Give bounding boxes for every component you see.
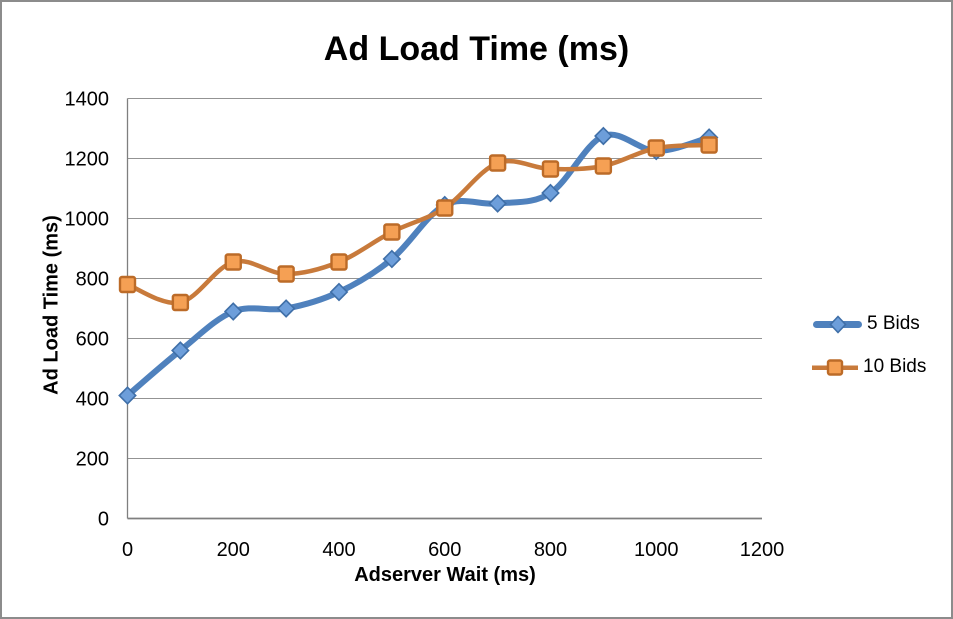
data-point-diamond	[382, 249, 402, 269]
data-point-square	[700, 136, 718, 154]
x-tick-label: 1200	[740, 539, 785, 561]
legend-label-10-bids: 10 Bids	[863, 355, 927, 377]
y-tick-label: 400	[76, 389, 109, 411]
data-point-diamond	[223, 302, 243, 321]
data-point-square	[118, 275, 137, 294]
data-point-diamond	[171, 341, 190, 360]
data-point-diamond	[118, 386, 137, 405]
legend-swatch-10-bids	[812, 358, 858, 376]
legend-item-10-bids: 10 Bids	[812, 353, 926, 380]
x-tick-label: 600	[428, 539, 461, 561]
series-line-5-bids	[124, 131, 713, 399]
data-point-diamond	[276, 299, 296, 318]
data-point-diamond	[541, 183, 560, 203]
series-line-10-bids	[125, 142, 712, 306]
data-point-square	[277, 265, 295, 283]
y-tick-label: 600	[76, 329, 109, 351]
x-tick-label: 0	[122, 539, 133, 561]
data-point-square	[383, 223, 401, 241]
legend-swatch-5-bids	[813, 314, 862, 334]
x-tick-label: 400	[322, 539, 355, 561]
legend: 5 Bids 10 Bids	[812, 310, 926, 396]
data-point-square	[330, 253, 348, 271]
data-point-diamond	[329, 282, 349, 302]
data-point-square	[647, 139, 665, 157]
x-tick-label: 200	[217, 539, 250, 561]
data-point-square	[436, 199, 454, 217]
y-axis-title: Ad Load Time (ms)	[40, 215, 63, 395]
data-point-diamond	[594, 126, 613, 146]
x-tick-label: 1000	[634, 539, 679, 561]
data-point-square	[224, 253, 242, 271]
y-tick-label: 1200	[65, 149, 110, 171]
y-tick-label: 200	[76, 449, 109, 471]
data-point-square	[594, 157, 613, 175]
data-point-square	[541, 160, 560, 178]
chart-title: Ad Load Time (ms)	[323, 30, 630, 68]
square-marker-icon	[826, 358, 844, 376]
x-tick-label: 800	[534, 539, 567, 561]
data-point-diamond	[488, 194, 507, 213]
y-tick-label: 0	[98, 509, 109, 531]
data-point-square	[171, 293, 190, 312]
y-tick-label: 1400	[65, 89, 110, 111]
legend-label-5-bids: 5 Bids	[867, 312, 920, 334]
x-axis-title: Adserver Wait (ms)	[354, 564, 536, 586]
diamond-marker-icon	[829, 314, 847, 334]
data-point-square	[488, 154, 507, 172]
legend-item-5-bids: 5 Bids	[812, 310, 926, 337]
y-tick-label: 800	[76, 269, 109, 291]
y-tick-label: 1000	[65, 209, 110, 231]
